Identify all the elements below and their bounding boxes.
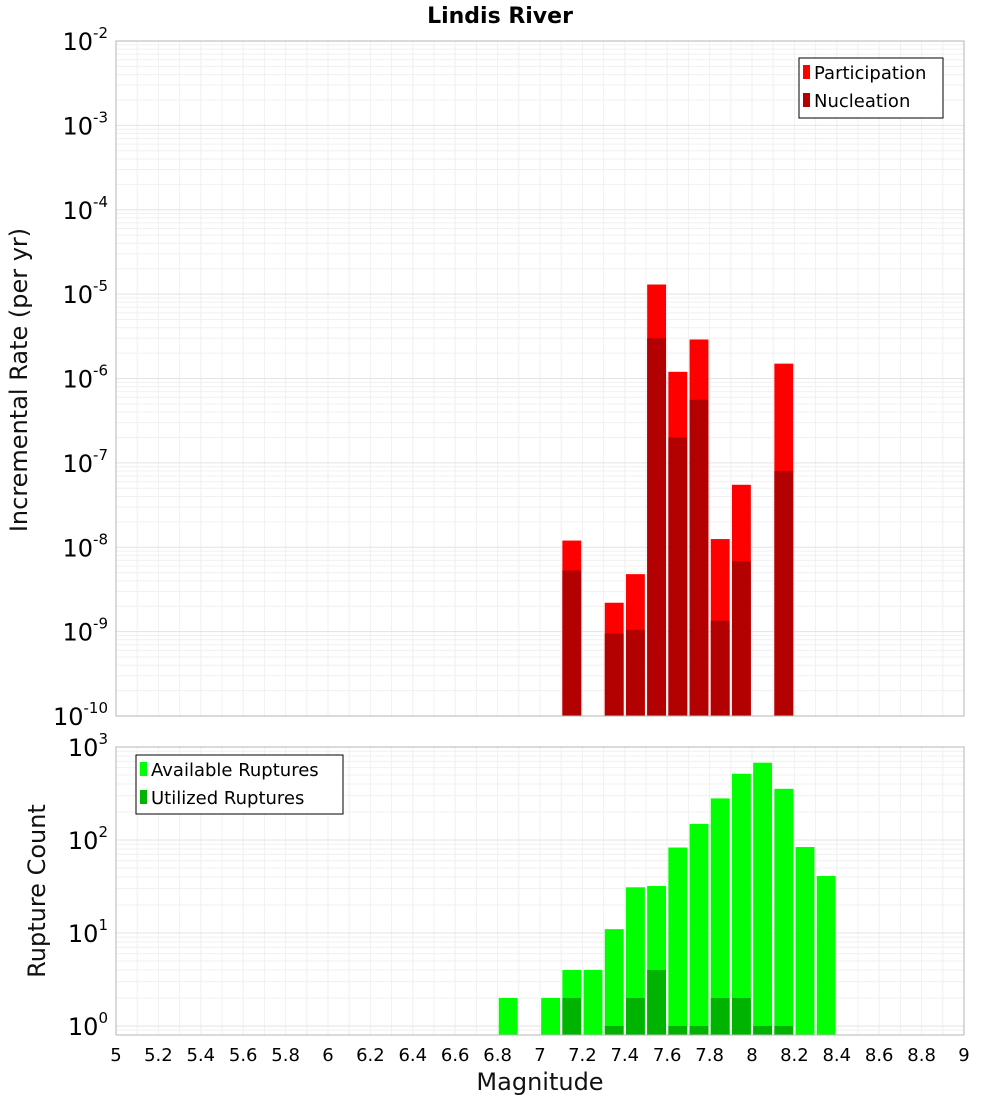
bottom-bar-available-ruptures-9 [710,798,730,1035]
bottom-bar-utilized-ruptures-5 [689,1025,709,1035]
top-y-tick-label: 10-10 [53,699,108,731]
top-y-tick-label: 10-5 [62,277,108,309]
chart-title: Lindis River [427,4,573,29]
top-legend-swatch [803,93,810,107]
x-tick-label: 8.2 [780,1045,809,1066]
top-legend-label: Participation [814,63,926,84]
top-bar-nucleation-8 [774,471,794,716]
bottom-bar-utilized-ruptures-2 [625,997,645,1035]
bottom-legend-swatch [140,762,147,776]
x-tick-label: 5 [110,1045,121,1066]
x-tick-label: 7.6 [653,1045,682,1066]
bottom-bar-available-ruptures-11 [753,762,773,1035]
bottom-bar-available-ruptures-4 [604,929,624,1035]
x-tick-label: 6.2 [356,1045,385,1066]
x-tick-label: 7.4 [610,1045,639,1066]
x-tick-label: 5.2 [144,1045,173,1066]
x-tick-label: 5.6 [229,1045,258,1066]
x-tick-label: 6.4 [398,1045,427,1066]
bottom-bar-utilized-ruptures-7 [731,997,751,1035]
x-tick-label: 8.6 [865,1045,894,1066]
x-tick-label: 8.4 [822,1045,851,1066]
x-tick-label: 8 [746,1045,757,1066]
bottom-y-tick-label: 101 [68,916,108,948]
bottom-bar-available-ruptures-8 [689,823,709,1035]
top-bar-nucleation-3 [647,338,667,716]
bottom-y-tick-label: 100 [68,1009,108,1041]
bottom-bar-utilized-ruptures-0 [562,997,582,1035]
bottom-legend-label: Utilized Ruptures [151,788,304,809]
bottom-bar-utilized-ruptures-3 [647,969,667,1035]
top-bar-nucleation-4 [668,437,688,716]
top-y-tick-label: 10-4 [62,193,108,225]
bottom-y-axis-label: Rupture Count [23,804,51,978]
x-axis-label: Magnitude [476,1068,603,1096]
bottom-plot-area: 100 101 102 103 5 5.2 5.4 5.6 5.8 6 6.2 6.4 6.6 6.8 7 7… [68,730,970,1066]
bottom-bar-available-ruptures-10 [731,773,751,1035]
top-bar-nucleation-6 [710,620,730,716]
bottom-bar-available-ruptures-7 [668,847,688,1035]
bottom-bar-utilized-ruptures-4 [668,1025,688,1035]
x-tick-label: 8.8 [907,1045,936,1066]
top-bar-nucleation-2 [625,629,645,716]
bottom-y-tick-label: 103 [68,730,108,762]
bottom-bar-utilized-ruptures-9 [774,1025,794,1035]
bottom-bar-available-ruptures-0 [498,997,518,1035]
top-legend-label: Nucleation [814,91,910,112]
top-y-tick-label: 10-7 [62,446,108,478]
top-legend-swatch [803,65,810,79]
x-tick-label: 6.8 [483,1045,512,1066]
top-bar-nucleation-7 [731,561,751,716]
bottom-bar-available-ruptures-13 [795,847,815,1035]
x-tick-label: 6 [322,1045,333,1066]
x-tick-label: 9 [958,1045,969,1066]
top-bar-nucleation-5 [689,399,709,716]
top-y-tick-label: 10-2 [62,24,108,56]
bottom-bar-utilized-ruptures-1 [604,1025,624,1035]
x-tick-label: 5.4 [186,1045,215,1066]
bottom-bar-available-ruptures-14 [816,876,836,1035]
top-y-tick-label: 10-3 [62,108,108,140]
bottom-bar-utilized-ruptures-8 [753,1025,773,1035]
x-tick-label: 5.8 [271,1045,300,1066]
bottom-legend-label: Available Ruptures [151,760,319,781]
top-y-tick-label: 10-6 [62,362,108,394]
bottom-y-tick-label: 102 [68,823,108,855]
bottom-bar-available-ruptures-12 [774,788,794,1035]
top-y-tick-label: 10-8 [62,530,108,562]
bottom-legend: Available Ruptures Utilized Ruptures [135,754,344,815]
top-bar-nucleation-0 [562,570,582,716]
top-y-axis-label: Incremental Rate (per yr) [5,228,33,532]
bottom-legend-swatch [140,790,147,804]
bottom-bar-utilized-ruptures-6 [710,997,730,1035]
x-tick-label: 7.8 [695,1045,724,1066]
top-plot-area: 10-10 10-9 10-8 10-7 10-6 10-5 10-4 10-3 10-2 Par… [53,24,965,731]
x-tick-label: 6.6 [441,1045,470,1066]
top-y-tick-label: 10-9 [62,615,108,647]
bottom-bar-available-ruptures-1 [541,997,561,1035]
bottom-bar-available-ruptures-3 [583,969,603,1035]
top-legend: Participation Nucleation [798,57,944,119]
top-bar-nucleation-1 [604,633,624,716]
x-tick-label: 7.2 [568,1045,597,1066]
x-tick-label: 7 [534,1045,545,1066]
